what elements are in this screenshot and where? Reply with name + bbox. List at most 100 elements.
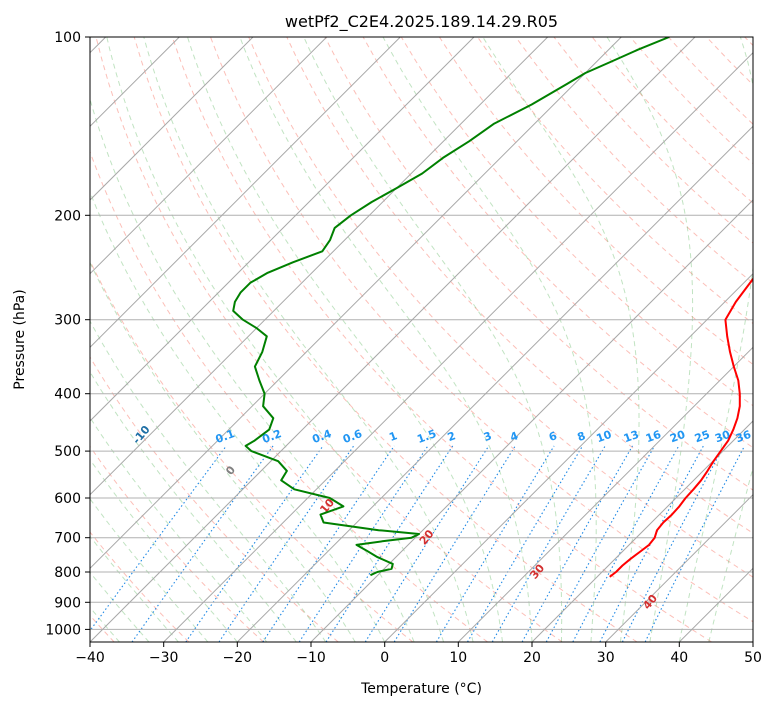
isotherm-gridline <box>90 37 475 422</box>
y-axis-ticks: 100 200 300 400 500 600 700 800 900 1000 <box>45 30 90 638</box>
moist-adiabat-line <box>239 37 533 642</box>
mixing-ratio-label: 2 <box>446 429 458 444</box>
profile-series <box>232 37 753 578</box>
mixing-ratio-label: 10 <box>595 428 614 446</box>
isotherm-gridline <box>90 37 622 570</box>
x-tick-label: 30 <box>597 650 615 666</box>
mixing-ratio-lines <box>90 445 746 642</box>
moist-adiabat-line <box>90 458 238 642</box>
x-tick-label: −10 <box>296 650 326 666</box>
isotherm-gridline <box>457 346 753 642</box>
dry-adiabat-line <box>90 150 488 642</box>
isotherm-gridline <box>163 51 753 642</box>
x-axis-ticks: −40 −30 −20 −10 0 10 20 30 40 50 <box>75 642 762 666</box>
moist-adiabat-line <box>90 190 386 642</box>
mixing-ratio-line <box>298 445 429 642</box>
plot-frame <box>89 36 754 643</box>
mixing-ratio-line <box>218 445 355 642</box>
moist-adiabat-line <box>106 37 445 642</box>
y-tick-label: 200 <box>54 208 81 224</box>
x-tick-label: 50 <box>744 650 762 666</box>
dry-adiabat-line <box>90 445 264 642</box>
mixing-ratio-label: 4 <box>508 429 520 444</box>
moist-adiabat-line <box>90 416 268 642</box>
mixing-ratio-line <box>131 445 274 642</box>
dry-adiabat-line <box>171 37 712 642</box>
dry-adiabat-line <box>90 356 339 642</box>
dry-adiabat-line <box>248 37 753 578</box>
moist-adiabat-line <box>143 37 474 642</box>
mixing-ratio-label: 0.1 <box>214 427 237 446</box>
y-tick-label: 700 <box>54 531 81 547</box>
mixing-ratio-line <box>521 445 633 642</box>
mixing-ratio-line <box>467 445 584 642</box>
plot-area: -100-90-80-70-60-50-40-30-20-10010203040… <box>90 37 753 642</box>
mixing-ratio-line <box>545 445 656 642</box>
dry-adiabat-line <box>438 37 753 366</box>
mixing-ratio-line <box>262 445 395 642</box>
mixing-ratio-label: 8 <box>576 429 588 444</box>
mixing-ratio-label: 6 <box>547 429 559 444</box>
mixing-ratio-label: 16 <box>644 428 663 446</box>
dewpoint-profile-line <box>232 37 670 577</box>
isotherm-gridline <box>605 493 753 642</box>
moist-adiabat-line <box>187 37 503 642</box>
isotherm-gridline <box>90 37 254 201</box>
moist-adiabat-line <box>303 37 563 642</box>
x-tick-label: −30 <box>149 650 179 666</box>
mixing-ratio-line <box>364 445 490 642</box>
mixing-ratio-label: 25 <box>693 428 712 445</box>
mixing-ratio-line <box>185 445 324 642</box>
moist-adiabat-line <box>90 497 209 642</box>
moist-adiabat-line <box>482 37 640 642</box>
x-tick-label: 0 <box>380 650 389 666</box>
x-tick-label: −20 <box>223 650 253 666</box>
mixing-ratio-line <box>621 445 725 642</box>
mixing-ratio-label: 0.6 <box>341 427 364 446</box>
y-tick-label: 100 <box>54 30 81 46</box>
isotherm-gridline <box>531 420 753 642</box>
isotherm-gridline <box>90 37 549 496</box>
isotherm-gridline <box>384 272 753 642</box>
x-tick-label: −40 <box>75 650 105 666</box>
y-tick-label: 1000 <box>45 622 81 638</box>
mixing-ratio-line <box>644 445 746 642</box>
mixing-ratio-label: 3 <box>482 429 494 444</box>
x-axis-label: Temperature (°C) <box>360 681 482 697</box>
x-tick-label: 20 <box>523 650 541 666</box>
dry-adiabat-line <box>133 37 638 642</box>
x-tick-label: 40 <box>670 650 688 666</box>
moist-adiabat-line <box>90 261 356 642</box>
isotherm-gridline <box>236 125 753 642</box>
mixing-ratio-label: 36 <box>734 428 753 446</box>
mixing-ratio-label: 1.5 <box>415 427 438 446</box>
moist-adiabat-line <box>382 37 597 642</box>
y-tick-label: 300 <box>54 313 81 329</box>
mixing-ratio-line <box>435 445 555 642</box>
moist-adiabat-line <box>90 370 297 642</box>
dry-adiabat-line <box>90 531 190 642</box>
y-tick-label: 900 <box>54 595 81 611</box>
mixing-ratio-label: 0.4 <box>310 427 333 446</box>
isotherm-gridline <box>90 37 696 642</box>
mixing-ratio-label: 20 <box>668 428 687 446</box>
mixing-ratio-label: 1 <box>387 429 399 444</box>
mixing-ratio-label: 13 <box>622 428 641 445</box>
dry-adiabat-line <box>210 37 753 623</box>
y-tick-label: 500 <box>54 444 81 460</box>
y-tick-label: 400 <box>54 387 81 403</box>
y-tick-label: 600 <box>54 491 81 507</box>
isotherm-grid <box>90 37 753 642</box>
moist-adiabats <box>90 37 753 642</box>
chart-title: wetPf2_C2E4.2025.189.14.29.R05 <box>285 12 558 32</box>
mixing-ratio-line <box>325 445 454 642</box>
y-axis-label: Pressure (hPa) <box>12 289 28 389</box>
x-tick-label: 10 <box>449 650 467 666</box>
temperature-profile-line <box>609 277 753 578</box>
moist-adiabat-line <box>90 535 179 642</box>
isotherm-gridline <box>90 37 328 275</box>
isobar-grid <box>90 37 753 630</box>
dry-adiabat-line <box>95 37 563 642</box>
